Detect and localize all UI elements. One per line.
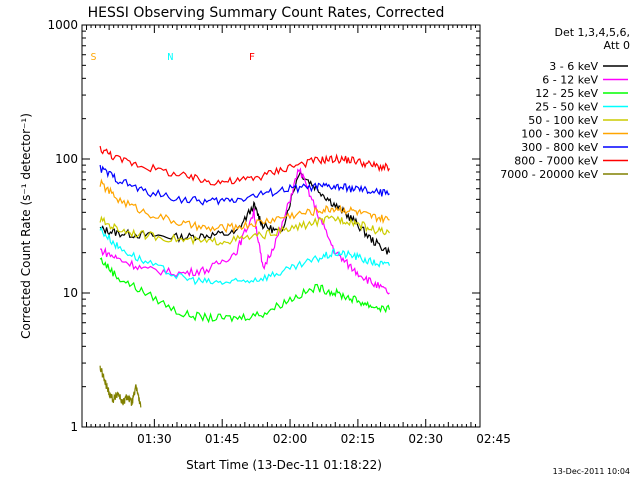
x-tick-label: 02:30 bbox=[408, 432, 443, 446]
y-tick-label: 1 bbox=[70, 420, 78, 434]
legend-entry-label: 50 - 100 keV bbox=[528, 114, 598, 127]
y-tick-label: 1000 bbox=[47, 18, 78, 32]
legend-entry-label: 7000 - 20000 keV bbox=[500, 168, 598, 181]
legend-entry-label: 300 - 800 keV bbox=[521, 141, 598, 154]
annotation-label: S bbox=[91, 52, 97, 63]
y-axis: 1 10 100 1000 bbox=[47, 18, 480, 434]
series-line bbox=[99, 365, 142, 408]
series-line bbox=[100, 167, 390, 295]
series-line bbox=[99, 145, 391, 186]
x-axis: 01:30 01:45 02:00 02:15 02:30 02:45 bbox=[81, 25, 511, 446]
legend-entry-label: 3 - 6 keV bbox=[549, 60, 598, 73]
plot-frame bbox=[81, 24, 481, 428]
legend-entry-label: 25 - 50 keV bbox=[535, 101, 598, 114]
chart-title: HESSI Observing Summary Count Rates, Cor… bbox=[88, 5, 445, 21]
series-line bbox=[99, 257, 391, 324]
legend-entry-label: 6 - 12 keV bbox=[542, 74, 598, 87]
annotation-label: N bbox=[167, 52, 173, 63]
footer-timestamp: 13-Dec-2011 10:04 bbox=[553, 467, 630, 476]
series-line bbox=[99, 225, 391, 286]
y-tick-label: 10 bbox=[63, 286, 78, 300]
series-layer bbox=[99, 145, 391, 408]
x-axis-label: Start Time (13-Dec-11 01:18:22) bbox=[186, 458, 382, 472]
series-line bbox=[99, 164, 390, 206]
legend-entry-label: 12 - 25 keV bbox=[535, 87, 598, 100]
series-line bbox=[99, 215, 390, 246]
x-tick-label: 01:30 bbox=[137, 432, 172, 446]
y-tick-label: 100 bbox=[55, 152, 78, 166]
x-tick-label: 02:00 bbox=[273, 432, 308, 446]
legend-subtitle: Att 0 bbox=[604, 39, 630, 52]
annotation-label: F bbox=[249, 52, 255, 63]
legend-title: Det 1,3,4,5,6, bbox=[554, 26, 630, 39]
series-line bbox=[99, 178, 390, 234]
legend-entry-label: 100 - 300 keV bbox=[521, 128, 598, 141]
x-tick-label: 02:45 bbox=[476, 432, 511, 446]
legend-entry-label: 800 - 7000 keV bbox=[514, 155, 598, 168]
plot-area bbox=[81, 24, 481, 428]
x-tick-label: 02:15 bbox=[341, 432, 376, 446]
series-line bbox=[99, 170, 391, 255]
x-tick-label: 01:45 bbox=[205, 432, 240, 446]
y-axis-label: Corrected Count Rate (s⁻¹ detector⁻¹) bbox=[19, 113, 33, 339]
